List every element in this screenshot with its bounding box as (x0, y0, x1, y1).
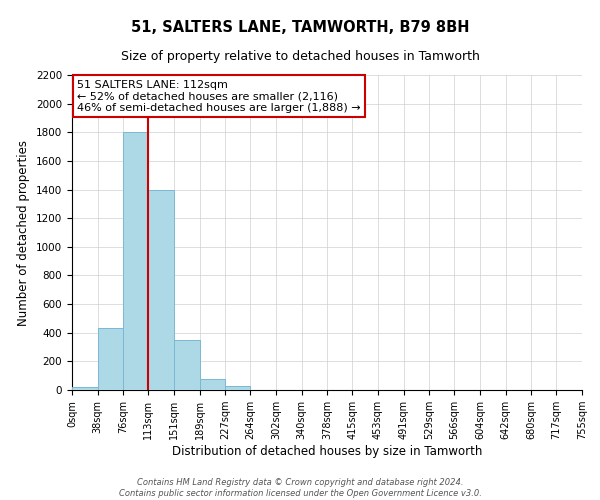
Text: 51 SALTERS LANE: 112sqm
← 52% of detached houses are smaller (2,116)
46% of semi: 51 SALTERS LANE: 112sqm ← 52% of detache… (77, 80, 361, 113)
Bar (148, 190, 174, 390)
Bar (72, 387, 98, 390)
Text: Contains HM Land Registry data © Crown copyright and database right 2024.
Contai: Contains HM Land Registry data © Crown c… (119, 478, 481, 498)
Bar (98, 328, 124, 390)
X-axis label: Distribution of detached houses by size in Tamworth: Distribution of detached houses by size … (172, 445, 482, 458)
Bar (200, 380, 226, 390)
Text: 51, SALTERS LANE, TAMWORTH, B79 8BH: 51, SALTERS LANE, TAMWORTH, B79 8BH (131, 20, 469, 35)
Bar (124, 132, 148, 390)
Bar (174, 340, 200, 390)
Y-axis label: Number of detached properties: Number of detached properties (17, 140, 31, 326)
Bar (226, 386, 250, 390)
Text: Size of property relative to detached houses in Tamworth: Size of property relative to detached ho… (121, 50, 479, 63)
